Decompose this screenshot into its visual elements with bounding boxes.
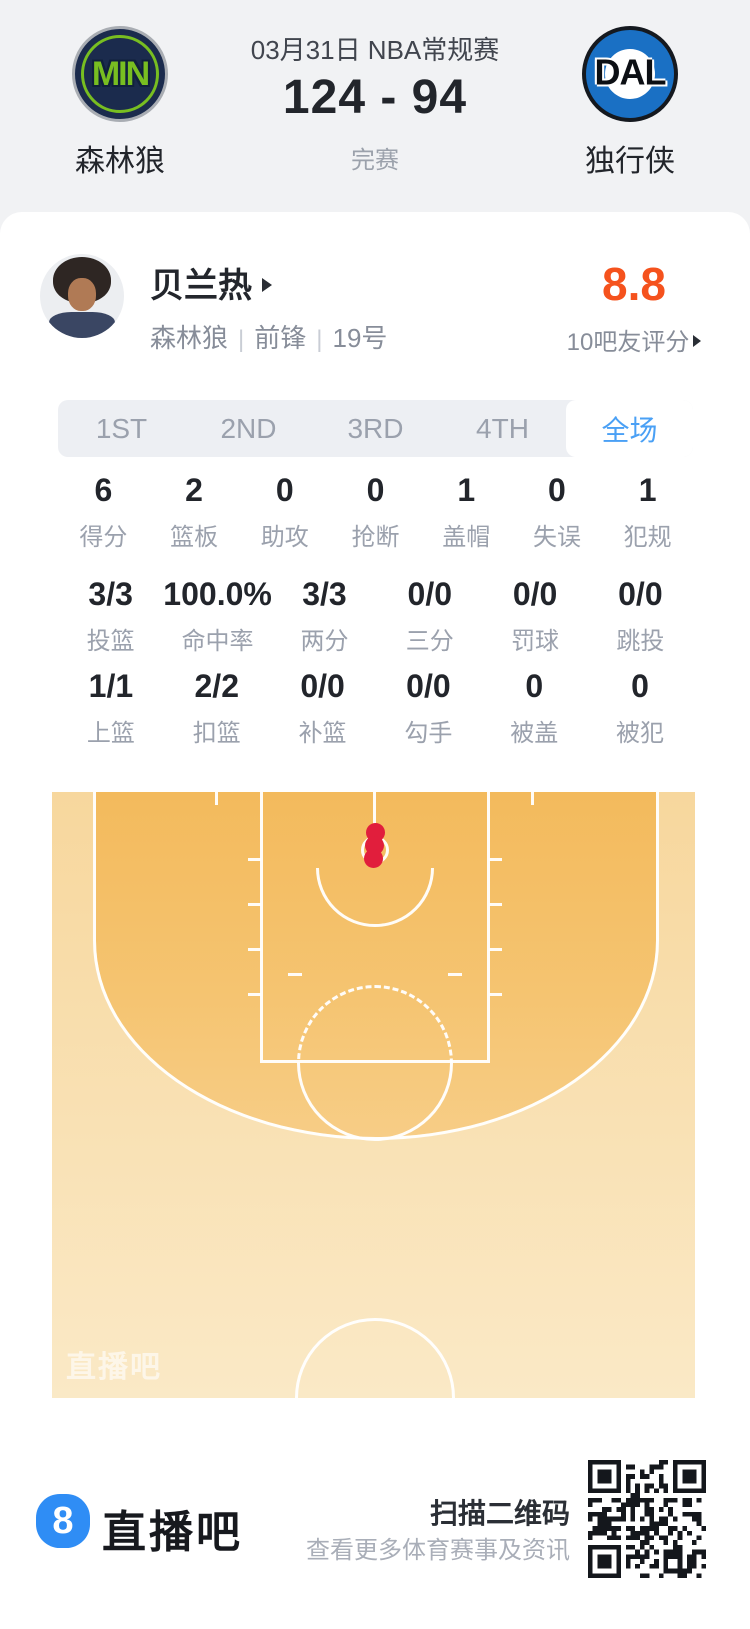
- stat-assists: 0 助攻: [260, 472, 309, 551]
- stat-layup: 1/1 上篮: [86, 668, 135, 747]
- player-meta: 森林狼 | 前锋 | 19号: [150, 318, 387, 355]
- lane-hash-mark: [248, 993, 261, 996]
- lane-hash-mark: [489, 858, 502, 861]
- stat-fouled: 0 被犯: [616, 668, 665, 747]
- stat-jumpshot: 0/0 跳投: [616, 576, 665, 655]
- stat-2pt: 3/3 两分: [300, 576, 349, 655]
- rating-caption-text: 10吧友评分: [566, 329, 690, 356]
- tab-1st[interactable]: 1ST: [95, 412, 148, 444]
- key-dash-mark: [288, 973, 302, 976]
- lane-hash-mark: [248, 948, 261, 951]
- tab-4th[interactable]: 4TH: [476, 412, 529, 444]
- stat-dunk: 2/2 扣篮: [192, 668, 241, 747]
- rating-block[interactable]: 8.8 10吧友评分: [556, 260, 712, 357]
- qr-scan-subtitle: 查看更多体育赛事及资讯: [306, 1537, 570, 1564]
- stat-hook: 0/0 勾手: [404, 668, 453, 747]
- scoreboard: 03月31日 NBA常规赛 124 - 94 完赛 MIN DAL 森林狼 独行…: [0, 0, 750, 212]
- avatar-jersey: [49, 312, 115, 338]
- meta-separator: |: [316, 326, 323, 353]
- lane-hash-mark: [489, 903, 502, 906]
- lane-hash-mark: [489, 948, 502, 951]
- brand-logo-8-icon: 8: [36, 1494, 90, 1548]
- brand-logo-glyph: 8: [52, 1499, 74, 1542]
- stat-ft: 0/0 罚球: [511, 576, 560, 655]
- tab-2nd[interactable]: 2ND: [220, 412, 277, 444]
- team-logo-min-icon: MIN: [72, 26, 168, 122]
- away-team-name: 独行侠: [585, 145, 675, 178]
- meta-separator: |: [238, 326, 245, 353]
- dal-abbr: DAL: [594, 51, 667, 93]
- center-circle-arc: [295, 1318, 455, 1398]
- stat-row-shooting: 3/3 投篮 100.0% 命中率 3/3 两分 0/0 三分 0/0 罚球 0/0 跳投: [58, 576, 693, 656]
- player-card: 贝兰热 森林狼 | 前锋 | 19号 8.8 10吧友评分 1ST 2ND 3RD 4T…: [0, 212, 750, 1629]
- stat-putback: 0/0 补篮: [298, 668, 347, 747]
- rating-caption: 10吧友评分: [556, 322, 712, 357]
- caret-right-icon: [262, 277, 272, 292]
- court-watermark: 直播吧: [66, 1351, 162, 1384]
- rating-value: 8.8: [602, 258, 666, 310]
- home-team-name: 森林狼: [75, 145, 165, 178]
- lane-hash-mark: [248, 858, 261, 861]
- lane-hash-mark: [248, 903, 261, 906]
- lane-hash-mark: [489, 993, 502, 996]
- min-abbr: MIN: [91, 54, 150, 93]
- stat-row-basic: 6 得分 2 篮板 0 助攻 0 抢断 1 盖帽 0 失误 1 犯规: [58, 472, 693, 552]
- stat-blocks: 1 盖帽: [442, 472, 491, 551]
- game-date-label: 03月31日 NBA常规赛: [250, 35, 500, 65]
- qr-code: [588, 1460, 706, 1578]
- stat-steals: 0 抢断: [351, 472, 400, 551]
- tab-3rd[interactable]: 3RD: [347, 412, 404, 444]
- player-name-row[interactable]: 贝兰热: [150, 258, 272, 307]
- min-logo-ring: [81, 35, 159, 113]
- stat-fouls: 1 犯规: [623, 472, 672, 551]
- stat-3pt: 0/0 三分: [405, 576, 454, 655]
- team-logo-dal-icon: DAL: [582, 26, 678, 122]
- player-name: 贝兰热: [150, 267, 252, 305]
- baseline-hash-mark: [531, 792, 534, 805]
- qr-scan-title: 扫描二维码: [429, 1498, 570, 1529]
- period-tab-bar: 1ST 2ND 3RD 4TH 全场: [58, 400, 693, 457]
- stat-blocked: 0 被盖: [510, 668, 559, 747]
- avatar-face: [68, 278, 96, 311]
- tab-full-game[interactable]: 全场: [566, 400, 693, 457]
- stat-points: 6 得分: [79, 472, 128, 551]
- player-avatar: [40, 254, 124, 338]
- key-dash-mark: [448, 973, 462, 976]
- player-team: 森林狼: [150, 323, 229, 353]
- backboard-line: [373, 792, 376, 834]
- shot-marker: [363, 848, 383, 868]
- dal-logo-ball: [605, 49, 655, 99]
- player-position: 前锋: [254, 323, 307, 353]
- stat-fg: 3/3 投篮: [86, 576, 135, 655]
- player-number: 19号: [332, 323, 388, 353]
- stat-turnovers: 0 失误: [532, 472, 581, 551]
- game-score: 124 - 94: [282, 71, 468, 124]
- baseline-hash-mark: [215, 792, 218, 805]
- stat-rebounds: 2 篮板: [170, 472, 219, 551]
- stat-fg-pct: 100.0% 命中率: [163, 576, 272, 655]
- stat-row-shot-types: 1/1 上篮 2/2 扣篮 0/0 补篮 0/0 勾手 0 被盖 0 被犯: [58, 668, 693, 748]
- caret-right-icon: [693, 334, 702, 347]
- shot-chart-court: 直播吧: [52, 792, 695, 1398]
- game-status: 完赛: [351, 147, 399, 174]
- brand-name: 直播吧: [102, 1508, 243, 1557]
